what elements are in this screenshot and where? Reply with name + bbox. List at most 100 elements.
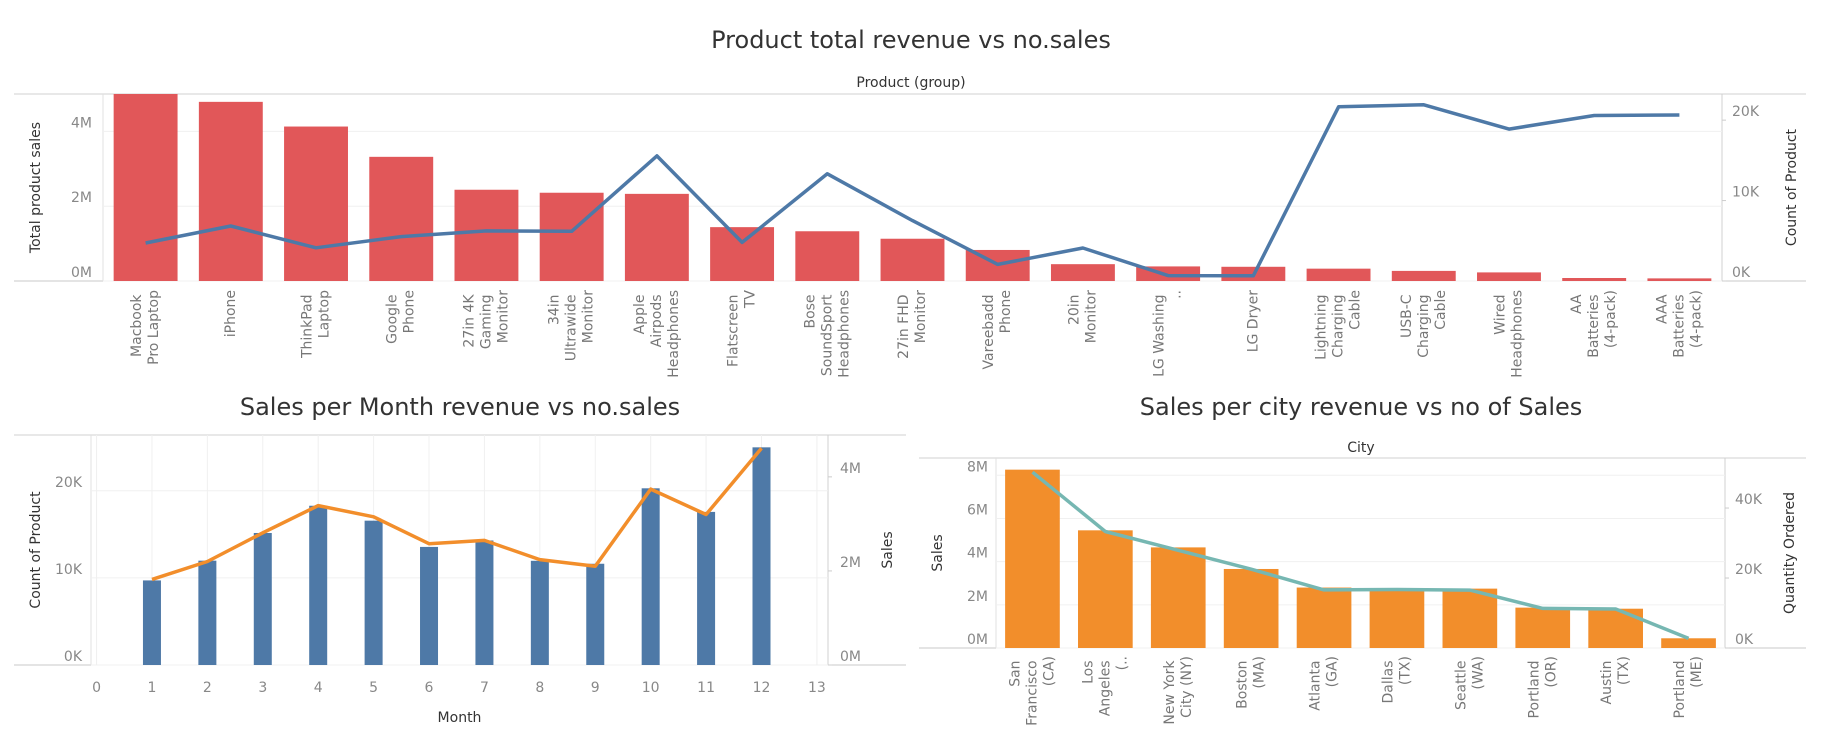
y-tick-label: 4M [71,115,92,131]
bar [1005,469,1060,648]
bar [113,94,178,281]
bar [752,447,771,665]
line [151,447,763,582]
y-axis-title: Sales [930,534,946,571]
y-tick-label: 20K [55,475,83,491]
bar [369,156,434,281]
bar [475,540,494,665]
bar [697,511,716,665]
x-axis-title: Month [438,710,482,726]
line [145,103,1680,278]
x-tick-label: iPhone [223,290,239,337]
header-label: Product (group) [856,75,965,91]
x-tick-label: 27in FHD Monitor [896,290,929,359]
bar [1515,607,1571,648]
bar [1306,268,1371,281]
bar [1078,530,1133,648]
x-tick-label: Austin (TX) [1599,656,1632,704]
bar [142,580,161,665]
bar [1369,588,1425,648]
x-tick-label: Wired Headphones [1492,290,1525,378]
x-tick-label: 2 [203,680,212,696]
x-tick-label: 10 [642,680,660,696]
x-tick-label: 0 [92,680,101,696]
x-tick-label: Portland (OR) [1526,656,1559,718]
y2-axis-title: Quantity Ordered [1782,492,1798,614]
x-tick-label: 1 [147,680,156,696]
bar [1442,588,1498,648]
bar [253,532,272,665]
chart-title: Product total revenue vs no.sales [711,26,1111,54]
y-tick-label: 6M [967,502,988,518]
y-tick-label: 10K [55,562,83,578]
bar [539,192,604,281]
x-tick-label: 8 [535,680,544,696]
x-tick-label: 6 [425,680,434,696]
x-tick-label: 5 [369,680,378,696]
x-tick-label: Los Angeles (.. [1080,656,1130,716]
bar [1477,272,1541,281]
x-tick-label: LG Dryer [1245,290,1261,353]
x-tick-label: 9 [591,680,600,696]
bar [1223,568,1279,648]
y2-axis-title: Sales [880,531,896,568]
y-tick-label: 2M [71,190,92,206]
y2-tick-label: 40K [1735,492,1763,508]
x-tick-label: 13 [808,680,826,696]
bar [198,560,217,665]
x-tick-label: AA Batteries (4-pack) [1569,290,1619,358]
x-tick-label: 34in Ultrawide Monitor [547,290,597,362]
bar [586,563,605,665]
x-tick-label: Google Phone [385,290,418,344]
bar [1050,264,1115,281]
chart-title: Sales per city revenue vs no of Sales [1140,393,1583,421]
bar [624,193,689,281]
x-tick-label: 7 [480,680,489,696]
x-tick-label: 20in Monitor [1066,290,1099,343]
x-tick-label: USB-C Charging Cable [1399,290,1449,358]
x-tick-label: Bose SoundSport Headphones [802,290,852,378]
x-tick-label: Macbook Pro Laptop [129,290,162,365]
x-tick-label: ThinkPad Laptop [300,290,333,359]
y2-tick-label: 20K [1732,104,1760,120]
bar [454,189,519,281]
bar [1562,278,1627,281]
y-tick-label: 8M [967,459,988,475]
y-tick-label: 2M [967,589,988,605]
y2-axis-title: Count of Product [1784,128,1800,246]
y2-tick-label: 20K [1735,562,1763,578]
bar [1647,278,1712,281]
x-tick-label: 3 [258,680,267,696]
x-tick-label: Dallas (TX) [1380,656,1413,703]
bar [710,227,775,281]
x-tick-label: Portland (ME) [1672,656,1705,718]
x-tick-label: Atlanta (GA) [1308,656,1341,711]
y2-tick-label: 4M [840,461,861,477]
bar [1588,608,1643,648]
line [1031,470,1690,641]
bar [1661,638,1716,648]
bar [420,546,439,665]
y-tick-label: 0M [967,632,988,648]
bar [364,520,383,665]
y-axis-title: Count of Product [28,491,44,609]
bar [880,238,945,281]
y2-tick-label: 2M [840,555,861,571]
x-tick-label: AAA Batteries (4-pack) [1654,290,1704,358]
x-tick-label: San Francisco (CA) [1007,656,1057,726]
x-tick-label: Boston (MA) [1235,656,1268,709]
bar [530,560,549,665]
bar [641,488,660,665]
x-tick-label: Lightning Charging Cable [1314,290,1364,360]
y2-tick-label: 10K [1732,185,1760,201]
x-tick-label: Vareebadd Phone [981,290,1014,369]
bar [284,126,348,282]
bar [795,231,860,281]
bar [1150,547,1206,648]
y-tick-label: 0M [71,265,92,281]
header-label: City [1347,440,1374,456]
x-tick-label: Apple Airpods Headphones [632,290,682,378]
x-tick-label: 27in 4K Gaming Monitor [461,290,511,349]
